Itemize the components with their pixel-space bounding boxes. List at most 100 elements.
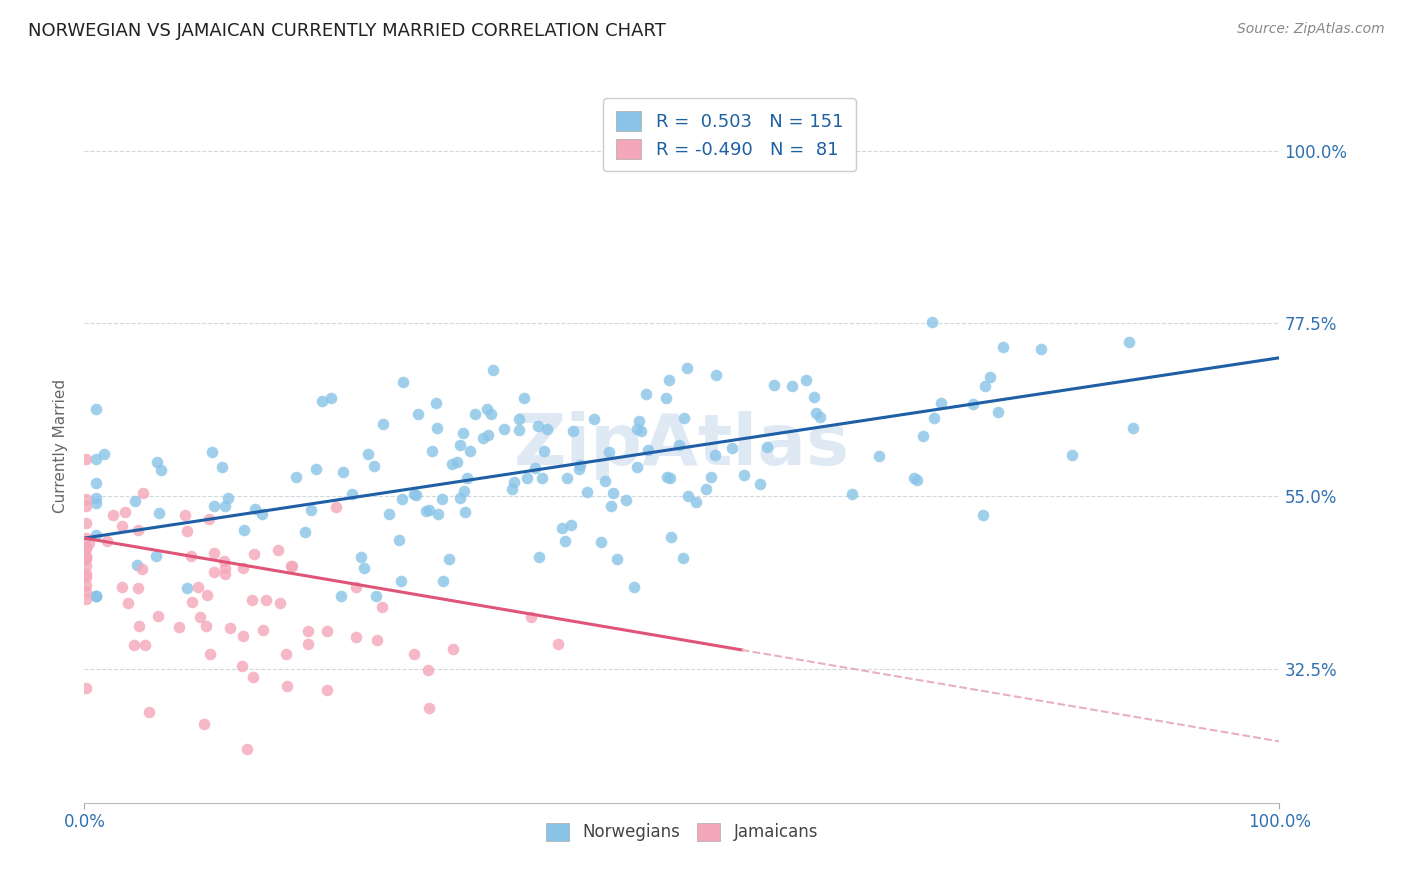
Point bbox=[240, 592, 263, 607]
Point bbox=[524, 461, 547, 475]
Point bbox=[167, 619, 190, 633]
Point bbox=[440, 458, 463, 472]
Point bbox=[974, 379, 997, 393]
Point bbox=[554, 534, 576, 549]
Point bbox=[582, 412, 605, 426]
Point bbox=[841, 487, 863, 501]
Point bbox=[1031, 342, 1053, 356]
Point bbox=[75, 567, 97, 582]
Point bbox=[211, 460, 233, 475]
Point bbox=[527, 549, 550, 564]
Point bbox=[630, 425, 652, 439]
Point bbox=[366, 633, 388, 648]
Point bbox=[905, 474, 928, 488]
Point bbox=[628, 413, 651, 427]
Point bbox=[114, 505, 136, 519]
Point bbox=[193, 716, 215, 731]
Point bbox=[111, 580, 134, 594]
Point bbox=[86, 527, 108, 541]
Point bbox=[77, 536, 100, 550]
Point bbox=[252, 508, 274, 522]
Point bbox=[991, 340, 1014, 354]
Point bbox=[280, 559, 302, 574]
Point bbox=[127, 581, 149, 595]
Point bbox=[626, 422, 648, 436]
Point bbox=[672, 551, 695, 566]
Point bbox=[75, 591, 97, 606]
Point bbox=[86, 476, 108, 491]
Point bbox=[418, 663, 440, 677]
Point bbox=[93, 447, 115, 461]
Point bbox=[449, 438, 471, 452]
Point bbox=[659, 530, 682, 544]
Point bbox=[418, 700, 440, 714]
Point bbox=[150, 463, 173, 477]
Point bbox=[415, 504, 437, 518]
Point bbox=[520, 609, 543, 624]
Point bbox=[344, 630, 367, 644]
Point bbox=[593, 474, 616, 488]
Point bbox=[456, 470, 478, 484]
Point bbox=[1122, 421, 1144, 435]
Point bbox=[117, 596, 139, 610]
Point bbox=[214, 561, 236, 575]
Point bbox=[325, 500, 347, 514]
Point bbox=[344, 580, 367, 594]
Point bbox=[762, 377, 785, 392]
Point bbox=[124, 493, 146, 508]
Point bbox=[482, 363, 505, 377]
Point bbox=[269, 596, 291, 610]
Point bbox=[979, 370, 1001, 384]
Legend: Norwegians, Jamaicans: Norwegians, Jamaicans bbox=[538, 816, 825, 848]
Point bbox=[294, 524, 316, 539]
Point bbox=[145, 549, 167, 563]
Point bbox=[235, 742, 257, 756]
Point bbox=[405, 488, 427, 502]
Point bbox=[508, 423, 530, 437]
Point bbox=[319, 391, 342, 405]
Point bbox=[274, 647, 297, 661]
Point bbox=[550, 521, 572, 535]
Point bbox=[555, 471, 578, 485]
Point bbox=[350, 550, 373, 565]
Point bbox=[111, 519, 134, 533]
Point bbox=[75, 499, 97, 513]
Text: NORWEGIAN VS JAMAICAN CURRENTLY MARRIED CORRELATION CHART: NORWEGIAN VS JAMAICAN CURRENTLY MARRIED … bbox=[28, 22, 666, 40]
Point bbox=[86, 401, 108, 416]
Point bbox=[720, 441, 742, 455]
Point bbox=[430, 491, 453, 506]
Point bbox=[197, 588, 219, 602]
Point bbox=[86, 495, 108, 509]
Point bbox=[432, 574, 454, 588]
Point bbox=[404, 647, 426, 661]
Point bbox=[921, 315, 943, 329]
Point bbox=[86, 589, 108, 603]
Point bbox=[668, 438, 690, 452]
Point bbox=[437, 552, 460, 566]
Point bbox=[392, 376, 415, 390]
Point bbox=[198, 512, 221, 526]
Point bbox=[305, 461, 328, 475]
Point bbox=[869, 449, 891, 463]
Point bbox=[389, 574, 412, 588]
Point bbox=[655, 470, 678, 484]
Point bbox=[589, 535, 612, 549]
Point bbox=[138, 706, 160, 720]
Point bbox=[86, 589, 108, 603]
Point bbox=[202, 499, 225, 513]
Point bbox=[972, 508, 994, 522]
Point bbox=[75, 559, 97, 574]
Point bbox=[477, 427, 499, 442]
Point bbox=[922, 411, 945, 425]
Point bbox=[449, 491, 471, 506]
Point bbox=[426, 507, 449, 521]
Point bbox=[311, 394, 333, 409]
Point bbox=[214, 554, 236, 568]
Point bbox=[575, 485, 598, 500]
Point bbox=[146, 455, 169, 469]
Point bbox=[471, 430, 494, 444]
Point bbox=[131, 562, 153, 576]
Point bbox=[86, 491, 108, 505]
Point bbox=[75, 452, 97, 467]
Point bbox=[217, 491, 239, 505]
